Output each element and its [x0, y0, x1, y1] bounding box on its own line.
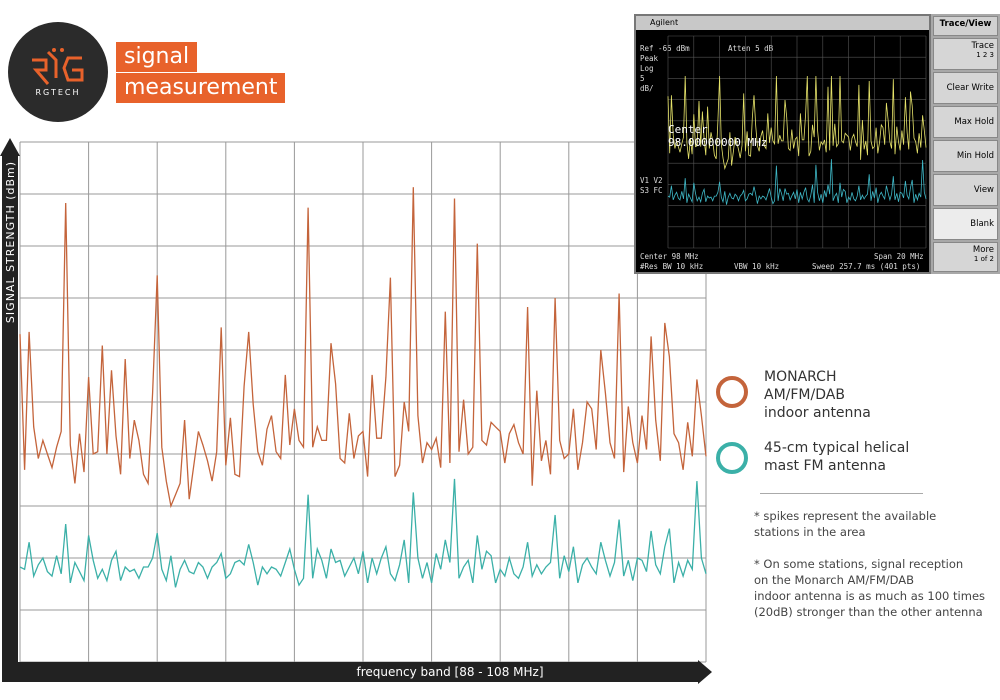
rgtech-logo: RGTECH: [8, 22, 108, 122]
analyzer-unit: dB/: [640, 84, 654, 93]
softkey-min-hold[interactable]: Min Hold: [933, 140, 998, 172]
analyzer-center: Center 98 MHz: [640, 252, 699, 261]
analyzer-span: Span 20 MHz: [874, 252, 924, 261]
y-axis-label: SIGNAL STRENGTH (dBm): [4, 160, 17, 324]
softkey-blank[interactable]: Blank: [933, 208, 998, 240]
analyzer-sweep: Sweep 257.7 ms (401 pts): [812, 262, 921, 271]
legend-marker-monarch: [716, 376, 748, 408]
series-line-monarch: [19, 187, 707, 509]
analyzer-grid: [667, 35, 927, 249]
legend-divider: [760, 493, 923, 494]
analyzer-titlebar: Agilent: [636, 16, 929, 30]
series-line-helical: [19, 478, 707, 588]
softkey-menu-title: Trace/View: [933, 16, 998, 36]
x-axis-arrow: [698, 660, 712, 684]
softkey-more-page: 1 of 2: [973, 255, 994, 263]
softkey-trace[interactable]: Trace 1 2 3: [933, 38, 998, 70]
analyzer-s3fc: S3 FC: [640, 186, 663, 195]
analyzer-ref: Ref -65 dBm: [640, 44, 690, 53]
analyzer-screen: Agilent Ref -65 dBm Atten 5 dB Peak Log …: [634, 14, 931, 274]
analyzer-softkeys: Trace/View Trace 1 2 3 Clear Write Max H…: [931, 14, 1000, 274]
analyzer-resbw: #Res BW 10 kHz: [640, 262, 704, 271]
analyzer-v1v2: V1 V2: [640, 176, 663, 185]
footnote-reception: * On some stations, signal reception on …: [754, 557, 986, 619]
analyzer-scale: 5: [640, 74, 645, 83]
legend-label-monarch: MONARCH AM/FM/DAB indoor antenna: [764, 369, 871, 421]
softkey-trace-numbers: 1 2 3: [976, 51, 994, 59]
analyzer-trace-cyan: [667, 159, 927, 205]
x-axis-bar: [2, 662, 698, 682]
analyzer-log: Log: [640, 64, 654, 73]
legend-marker-helical: [716, 442, 748, 474]
softkey-more-label: More: [972, 245, 994, 255]
softkey-trace-label: Trace: [971, 41, 994, 51]
logo-brand-text: RGTECH: [35, 88, 81, 97]
y-axis-arrow: [0, 138, 20, 156]
analyzer-peak: Peak: [640, 54, 659, 63]
y-axis-bar: [2, 156, 18, 664]
x-axis-label: frequency band [88 - 108 MHz]: [356, 665, 544, 679]
analyzer-trace-yellow: [667, 75, 927, 170]
legend-label-helical: 45-cm typical helical mast FM antenna: [764, 440, 910, 474]
softkey-clear-write[interactable]: Clear Write: [933, 72, 998, 104]
footnote-spikes: * spikes represent the available station…: [754, 509, 937, 539]
analyzer-vbw: VBW 10 kHz: [734, 262, 780, 271]
title-line-1: signal: [116, 42, 198, 72]
analyzer-plot: [667, 35, 927, 249]
softkey-max-hold[interactable]: Max Hold: [933, 106, 998, 138]
title-line-2: measurement: [116, 73, 286, 103]
analyzer-atten: Atten 5 dB: [728, 44, 774, 53]
analyzer-center-label: Center 98.00000000 MHz: [668, 123, 768, 149]
softkey-more[interactable]: More 1 of 2: [933, 242, 998, 272]
softkey-view[interactable]: View: [933, 174, 998, 206]
analyzer-brand: Agilent: [650, 18, 679, 27]
